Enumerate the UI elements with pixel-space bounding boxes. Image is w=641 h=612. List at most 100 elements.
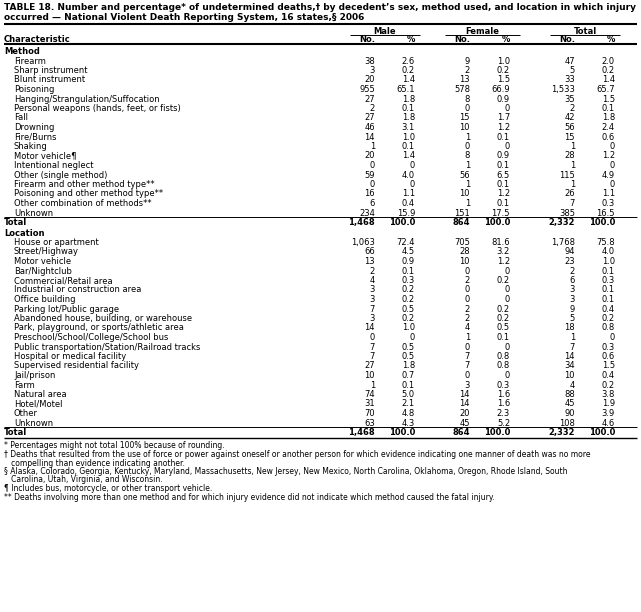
Text: 115: 115: [559, 171, 575, 179]
Text: 100.0: 100.0: [483, 218, 510, 227]
Text: Location: Location: [4, 228, 44, 237]
Text: 1.9: 1.9: [602, 400, 615, 408]
Text: 4.5: 4.5: [402, 247, 415, 256]
Text: 38: 38: [364, 56, 375, 65]
Text: compelling than evidence indicating another.: compelling than evidence indicating anot…: [4, 458, 185, 468]
Text: 578: 578: [454, 85, 470, 94]
Text: 0.5: 0.5: [402, 305, 415, 313]
Text: 31: 31: [364, 400, 375, 408]
Text: 14: 14: [365, 324, 375, 332]
Text: Parking lot/Public garage: Parking lot/Public garage: [14, 305, 119, 313]
Text: 0.1: 0.1: [497, 333, 510, 342]
Text: 1.0: 1.0: [402, 133, 415, 141]
Text: 1.2: 1.2: [497, 257, 510, 266]
Text: 0.6: 0.6: [602, 133, 615, 141]
Text: 0: 0: [504, 371, 510, 380]
Text: Male: Male: [374, 27, 396, 36]
Text: 7: 7: [465, 352, 470, 361]
Text: 20: 20: [365, 152, 375, 160]
Text: 7: 7: [370, 305, 375, 313]
Text: 20: 20: [460, 409, 470, 418]
Text: 0.5: 0.5: [497, 324, 510, 332]
Text: 66: 66: [364, 247, 375, 256]
Text: 3.8: 3.8: [602, 390, 615, 399]
Text: 4.0: 4.0: [602, 247, 615, 256]
Text: 10: 10: [565, 371, 575, 380]
Text: 3: 3: [370, 295, 375, 304]
Text: 0.1: 0.1: [402, 104, 415, 113]
Text: 0.2: 0.2: [602, 66, 615, 75]
Text: 3: 3: [570, 295, 575, 304]
Text: 0: 0: [465, 371, 470, 380]
Text: 0: 0: [370, 333, 375, 342]
Text: * Percentages might not total 100% because of rounding.: * Percentages might not total 100% becau…: [4, 441, 224, 450]
Text: Industrial or construction area: Industrial or construction area: [14, 286, 142, 294]
Text: 2.0: 2.0: [602, 56, 615, 65]
Text: 0: 0: [504, 295, 510, 304]
Text: 45: 45: [460, 419, 470, 428]
Text: 3.2: 3.2: [497, 247, 510, 256]
Text: 4: 4: [465, 324, 470, 332]
Text: Blunt instrument: Blunt instrument: [14, 75, 85, 84]
Text: Intentional neglect: Intentional neglect: [14, 161, 94, 170]
Text: 100.0: 100.0: [388, 428, 415, 437]
Text: 46: 46: [364, 123, 375, 132]
Text: 864: 864: [453, 428, 470, 437]
Text: %: %: [406, 35, 415, 45]
Text: 88: 88: [564, 390, 575, 399]
Text: 20: 20: [365, 75, 375, 84]
Text: 10: 10: [460, 257, 470, 266]
Text: 2.1: 2.1: [402, 400, 415, 408]
Text: 2,332: 2,332: [549, 218, 575, 227]
Text: 108: 108: [559, 419, 575, 428]
Text: 385: 385: [559, 209, 575, 217]
Text: 0.4: 0.4: [402, 199, 415, 208]
Text: Supervised residential facility: Supervised residential facility: [14, 362, 139, 370]
Text: 0.3: 0.3: [602, 276, 615, 285]
Text: No.: No.: [559, 35, 575, 45]
Text: Other (single method): Other (single method): [14, 171, 108, 179]
Text: Other: Other: [14, 409, 38, 418]
Text: 2: 2: [570, 104, 575, 113]
Text: 33: 33: [564, 75, 575, 84]
Text: 1.8: 1.8: [602, 113, 615, 122]
Text: Personal weapons (hands, feet, or fists): Personal weapons (hands, feet, or fists): [14, 104, 181, 113]
Text: 18: 18: [564, 324, 575, 332]
Text: 1.5: 1.5: [602, 94, 615, 103]
Text: 1.4: 1.4: [402, 75, 415, 84]
Text: 9: 9: [570, 305, 575, 313]
Text: 23: 23: [564, 257, 575, 266]
Text: 7: 7: [465, 362, 470, 370]
Text: 1.2: 1.2: [497, 123, 510, 132]
Text: 3: 3: [465, 381, 470, 389]
Text: Unknown: Unknown: [14, 209, 53, 217]
Text: 2.4: 2.4: [602, 123, 615, 132]
Text: 0.1: 0.1: [402, 142, 415, 151]
Text: 3.9: 3.9: [602, 409, 615, 418]
Text: 10: 10: [460, 190, 470, 198]
Text: Public transportation/Station/Railroad tracks: Public transportation/Station/Railroad t…: [14, 343, 201, 351]
Text: 8: 8: [465, 152, 470, 160]
Text: 1.6: 1.6: [497, 400, 510, 408]
Text: Office building: Office building: [14, 295, 76, 304]
Text: No.: No.: [359, 35, 375, 45]
Text: Total: Total: [4, 218, 28, 227]
Text: Shaking: Shaking: [14, 142, 47, 151]
Text: 0: 0: [610, 333, 615, 342]
Text: 1: 1: [465, 180, 470, 189]
Text: 1.2: 1.2: [602, 152, 615, 160]
Text: 2,332: 2,332: [549, 428, 575, 437]
Text: 3: 3: [370, 66, 375, 75]
Text: 4.8: 4.8: [402, 409, 415, 418]
Text: 2: 2: [370, 104, 375, 113]
Text: 0.5: 0.5: [402, 343, 415, 351]
Text: 4.9: 4.9: [602, 171, 615, 179]
Text: 1.0: 1.0: [402, 324, 415, 332]
Text: 0: 0: [465, 104, 470, 113]
Text: 2: 2: [465, 66, 470, 75]
Text: 10: 10: [365, 371, 375, 380]
Text: § Alaska, Colorado, Georgia, Kentucky, Maryland, Massachusetts, New Jersey, New : § Alaska, Colorado, Georgia, Kentucky, M…: [4, 467, 567, 476]
Text: Street/Highway: Street/Highway: [14, 247, 79, 256]
Text: 1.4: 1.4: [402, 152, 415, 160]
Text: 1.1: 1.1: [602, 190, 615, 198]
